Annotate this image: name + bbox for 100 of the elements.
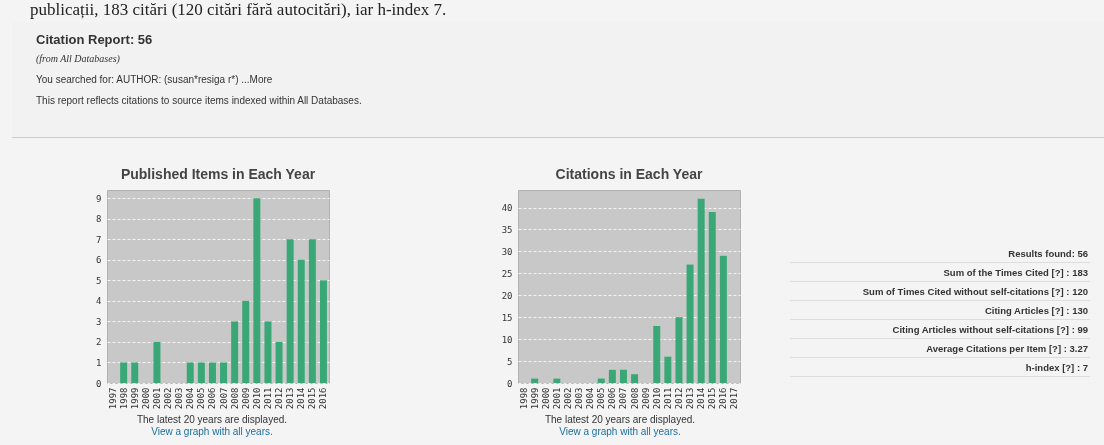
bar [231, 321, 239, 383]
text: Sum of Times Cited without self-citations [?] : 120 [790, 282, 1090, 301]
x-tick-label: 2010 [251, 387, 262, 410]
text: You searched for: AUTHOR: (susan*resiga r*) ...More [36, 74, 274, 85]
bar [608, 369, 616, 383]
text: (from All Databases) [36, 53, 121, 64]
x-tick-label: 2003 [573, 387, 584, 410]
bar [319, 280, 327, 383]
text: Citing Articles without self-citations [?] : 99 [790, 320, 1090, 339]
y-tick-label: 6 [96, 255, 102, 266]
x-tick-label: 2009 [240, 387, 251, 410]
bar [208, 362, 216, 383]
bar [220, 362, 228, 383]
x-tick-label: 2014 [695, 387, 706, 410]
y-tick-label: 0 [96, 378, 102, 389]
bar [697, 198, 705, 383]
x-tick-label: 2002 [562, 387, 573, 410]
y-tick-label: 7 [96, 234, 102, 245]
x-tick-label: 1999 [529, 387, 540, 410]
bar [686, 264, 694, 383]
bar [120, 362, 128, 383]
x-tick-label: 2017 [728, 387, 739, 410]
x-tick-label: 2012 [673, 387, 684, 410]
x-tick-label: 2012 [274, 387, 285, 410]
x-tick-label: 2001 [551, 387, 562, 410]
bar [597, 378, 605, 383]
x-tick-label: 2007 [617, 387, 628, 410]
text: Citation Report: 56 [36, 32, 154, 47]
text: This report reflects citations to source items indexed within All Databases. [36, 95, 363, 106]
x-tick-label: 2009 [640, 387, 651, 410]
x-tick-label: 2007 [218, 387, 229, 410]
y-tick-label: 5 [96, 275, 102, 286]
y-tick-label: 0 [506, 378, 512, 389]
y-tick-label: 10 [501, 334, 512, 345]
bar [253, 198, 261, 383]
x-tick-label: 2014 [296, 387, 307, 410]
x-tick-label: 2011 [262, 387, 273, 410]
x-tick-label: 2006 [606, 387, 617, 410]
x-tick-label: 2016 [318, 387, 329, 410]
chart-title: Published Items in Each Year [120, 166, 316, 182]
x-tick-label: 2010 [651, 387, 662, 410]
x-tick-label: 2000 [540, 387, 551, 410]
x-tick-label: 1997 [107, 387, 118, 410]
text: View a graph with all years. [558, 426, 682, 438]
x-tick-label: 2002 [163, 387, 174, 410]
y-tick-label: 20 [501, 290, 512, 301]
x-tick-label: 2013 [285, 387, 296, 410]
x-tick-label: 2000 [140, 387, 151, 410]
text: Sum of the Times Cited [?] : 183 [790, 263, 1090, 282]
bar [308, 239, 316, 383]
y-tick-label: 30 [501, 246, 512, 257]
y-tick-label: 3 [96, 316, 102, 327]
bar [630, 374, 638, 383]
bar [674, 317, 682, 383]
x-tick-label: 1998 [118, 387, 129, 410]
text: Citing Articles [?] : 130 [790, 301, 1090, 320]
bar [619, 369, 627, 383]
text: The latest 20 years are displayed. [543, 414, 697, 426]
x-tick-label: 2015 [706, 387, 717, 410]
y-tick-label: 15 [501, 312, 512, 323]
x-tick-label: 1998 [518, 387, 529, 410]
x-tick-label: 2005 [196, 387, 207, 410]
bar [663, 356, 671, 383]
x-tick-label: 2004 [185, 387, 196, 410]
bar [197, 362, 205, 383]
x-tick-label: 2008 [229, 387, 240, 410]
text: View a graph with all years. [150, 426, 274, 438]
bar [264, 321, 272, 383]
y-tick-label: 1 [96, 357, 102, 368]
y-tick-label: 4 [96, 296, 102, 307]
bar [552, 378, 560, 383]
text: publicații, 183 citări (120 citări fără autocitări), iar h-index 7. [30, 0, 447, 20]
x-tick-label: 1999 [129, 387, 140, 410]
bar [286, 239, 294, 383]
bar [275, 341, 283, 383]
text: Results found: 56 [790, 244, 1090, 263]
bar [131, 362, 139, 383]
bar [297, 259, 305, 383]
x-tick-label: 2006 [207, 387, 218, 410]
y-tick-label: 8 [96, 214, 102, 225]
bar [153, 341, 161, 383]
chart-title: Citations in Each Year [555, 166, 703, 182]
y-tick-label: 35 [501, 224, 512, 235]
bar [652, 325, 660, 383]
bar [186, 362, 194, 383]
x-tick-label: 2001 [151, 387, 162, 410]
y-tick-label: 9 [96, 193, 102, 204]
x-tick-label: 2003 [174, 387, 185, 410]
bar [719, 255, 727, 383]
x-tick-label: 2005 [595, 387, 606, 410]
x-tick-label: 2004 [584, 387, 595, 410]
text: h-index [?] : 7 [790, 358, 1090, 377]
bar [708, 211, 716, 383]
x-tick-label: 2013 [684, 387, 695, 410]
x-tick-label: 2011 [662, 387, 673, 410]
bar [242, 300, 250, 383]
text: The latest 20 years are displayed. [135, 414, 289, 426]
y-tick-label: 40 [501, 203, 512, 214]
bar [530, 378, 538, 383]
text: Average Citations per Item [?] : 3.27 [790, 339, 1090, 358]
